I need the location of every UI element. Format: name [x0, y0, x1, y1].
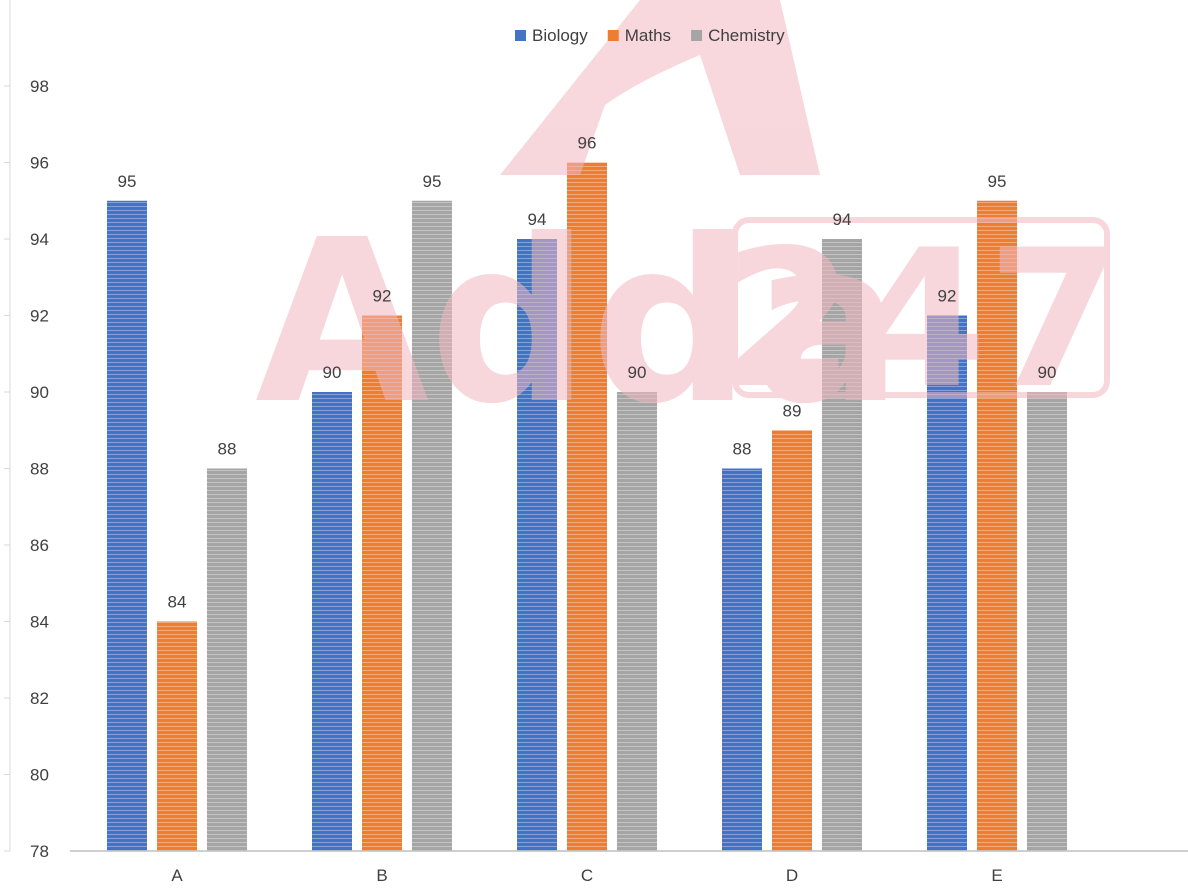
- legend-label-maths: Maths: [625, 26, 671, 45]
- data-label-chemistry-b: 95: [423, 172, 442, 191]
- bar-maths-d: [772, 430, 812, 851]
- bar-maths-a: [157, 621, 197, 851]
- y-tick-label: 84: [30, 613, 49, 632]
- data-label-chemistry-a: 88: [218, 440, 237, 459]
- data-labels: 95 84 88 90 92 95 94 96 90 88 89 94 92 95 90: [118, 134, 1057, 612]
- y-tick-label: 80: [30, 766, 49, 785]
- data-label-chemistry-c: 90: [628, 363, 647, 382]
- bar-biology-c: [517, 239, 557, 851]
- bar-maths-c: [567, 162, 607, 851]
- data-label-maths-d: 89: [783, 401, 802, 420]
- y-tick-label: 86: [30, 536, 49, 555]
- y-tick-label: 78: [30, 842, 49, 861]
- bar-biology-e: [927, 315, 967, 851]
- legend-label-chemistry: Chemistry: [708, 26, 785, 45]
- data-label-chemistry-d: 94: [833, 210, 852, 229]
- y-tick-label: 82: [30, 689, 49, 708]
- x-label-c: C: [581, 866, 593, 885]
- watermark: Adda 247: [255, 0, 1119, 454]
- y-axis-ticks: 78 80 82 84 86 88 90 92 94 96 98: [4, 77, 49, 861]
- x-label-a: A: [171, 866, 183, 885]
- bar-chemistry-c: [617, 392, 657, 851]
- bar-maths-b: [362, 315, 402, 851]
- bar-biology-b: [312, 392, 352, 851]
- data-label-maths-c: 96: [578, 134, 597, 153]
- watermark-box: [732, 217, 1110, 398]
- x-axis-labels: A B C D E: [171, 866, 1002, 885]
- watermark-text: Adda: [255, 192, 903, 454]
- y-tick-label: 94: [30, 230, 49, 249]
- y-tick-label: 88: [30, 460, 49, 479]
- legend-label-biology: Biology: [532, 26, 588, 45]
- data-label-chemistry-e: 90: [1038, 363, 1057, 382]
- data-label-biology-b: 90: [323, 363, 342, 382]
- y-tick-label: 96: [30, 154, 49, 173]
- bar-chemistry-b: [412, 200, 452, 851]
- x-label-e: E: [991, 866, 1002, 885]
- legend-swatch-biology: [515, 30, 526, 41]
- watermark-box-text: 247: [723, 209, 1120, 430]
- y-tick-label: 92: [30, 307, 49, 326]
- bar-maths-e: [977, 200, 1017, 851]
- bar-biology-a: [107, 200, 147, 851]
- data-label-biology-e: 92: [938, 287, 957, 306]
- y-tick-label: 98: [30, 77, 49, 96]
- y-tick-label: 90: [30, 383, 49, 402]
- x-label-d: D: [786, 866, 798, 885]
- data-label-biology-d: 88: [733, 440, 752, 459]
- bar-chemistry-e: [1027, 392, 1067, 851]
- legend-swatch-chemistry: [691, 30, 703, 41]
- data-label-maths-a: 84: [168, 593, 187, 612]
- data-label-biology-c: 94: [528, 210, 547, 229]
- bar-chemistry-a: [207, 468, 247, 851]
- data-label-maths-e: 95: [988, 172, 1007, 191]
- x-label-b: B: [376, 866, 387, 885]
- bars: [107, 162, 1067, 851]
- data-label-biology-a: 95: [118, 172, 137, 191]
- bar-biology-d: [722, 468, 762, 851]
- watermark-logo: [500, 0, 820, 175]
- data-label-maths-b: 92: [373, 287, 392, 306]
- legend-swatch-maths: [607, 30, 619, 41]
- bar-chemistry-d: [822, 239, 862, 851]
- legend: Biology Maths Chemistry: [515, 26, 785, 45]
